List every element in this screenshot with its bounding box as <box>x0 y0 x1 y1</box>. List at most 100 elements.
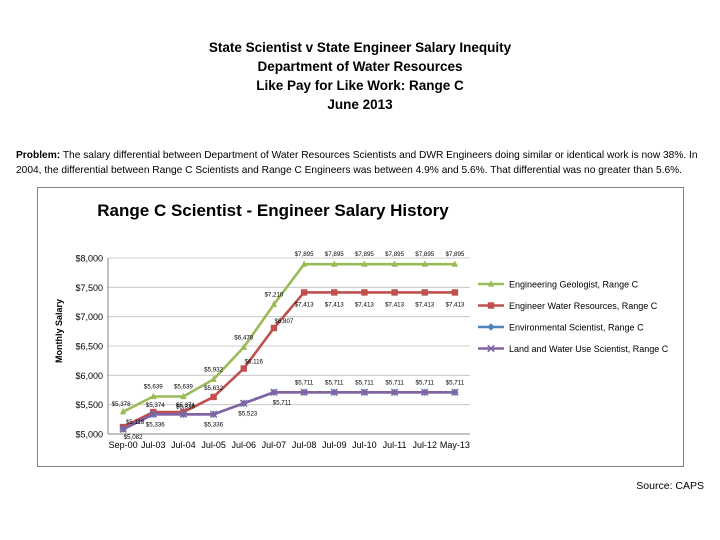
data-label: $5,932 <box>204 366 223 373</box>
data-label: $5,711 <box>446 379 465 386</box>
data-point <box>360 388 369 397</box>
x-tick-label: Jul-10 <box>352 440 377 450</box>
legend-marker <box>487 323 495 331</box>
x-tick-label: Jul-08 <box>292 440 317 450</box>
data-label: $5,374 <box>176 402 195 409</box>
data-label: $7,210 <box>264 291 283 298</box>
data-point <box>300 260 308 267</box>
data-label: $7,413 <box>385 301 404 308</box>
marker-stroke <box>209 410 218 419</box>
salary-chart: Range C Scientist - Engineer Salary Hist… <box>54 201 669 450</box>
data-point <box>180 392 187 400</box>
data-label: $7,895 <box>445 251 464 258</box>
legend-entry: Environmental Scientist, Range C <box>478 323 644 333</box>
data-label: $5,118 <box>126 419 145 426</box>
series-line <box>122 291 455 429</box>
data-point <box>270 300 278 307</box>
data-point <box>330 388 339 397</box>
problem-statement: Problem: The salary differential between… <box>16 148 706 178</box>
legend-marker <box>487 280 495 287</box>
chart-frame: Range C Scientist - Engineer Salary Hist… <box>37 187 684 467</box>
legend-entry: Engineer Water Resources, Range C <box>478 301 658 311</box>
data-label: $6,478 <box>234 334 253 341</box>
data-label: $5,378 <box>112 401 131 408</box>
x-tick-label: Sep-00 <box>109 440 138 450</box>
series-line <box>122 390 455 431</box>
legend-entry: Land and Water Use Scientist, Range C <box>478 344 669 354</box>
data-label: $5,639 <box>174 384 193 391</box>
header-date: June 2013 <box>327 97 393 112</box>
data-point <box>210 393 217 401</box>
data-label: $5,336 <box>146 421 165 428</box>
data-label: $6,807 <box>274 318 293 325</box>
data-point <box>270 324 278 332</box>
x-tick-label: Jul-12 <box>412 440 437 450</box>
y-tick-label: $6,000 <box>75 371 103 381</box>
data-label: $6,116 <box>245 359 264 366</box>
page-header: State Scientist v State Engineer Salary … <box>0 38 720 114</box>
data-point <box>361 260 368 267</box>
header-department: Department of Water Resources <box>257 59 463 74</box>
data-point <box>119 425 127 433</box>
data-point <box>451 388 459 397</box>
data-label: $5,711 <box>355 379 374 386</box>
legend-entry: Engineering Geologist, Range C <box>478 280 639 290</box>
data-point <box>421 289 428 296</box>
data-point <box>421 260 428 267</box>
data-label: $7,895 <box>355 251 374 258</box>
x-tick-label: Jul-03 <box>141 440 166 450</box>
data-label: $7,413 <box>415 301 434 308</box>
problem-text: The salary differential between Departme… <box>16 150 698 176</box>
chart-title: Range C Scientist - Engineer Salary Hist… <box>97 201 449 220</box>
data-label: $5,374 <box>146 402 165 409</box>
x-tick-label: Jul-09 <box>322 440 347 450</box>
x-tick-label: May-13 <box>440 440 470 450</box>
data-point <box>239 399 248 408</box>
data-point <box>179 410 188 419</box>
marker-stroke <box>487 344 495 353</box>
data-point <box>270 388 278 397</box>
legend-label: Engineering Geologist, Range C <box>509 280 639 290</box>
y-tick-label: $8,000 <box>75 254 103 264</box>
data-label: $7,895 <box>385 251 404 258</box>
data-point <box>150 392 157 400</box>
data-point <box>390 388 399 397</box>
marker-stroke <box>239 399 248 408</box>
data-point <box>361 289 368 296</box>
data-label: $5,711 <box>295 379 314 386</box>
data-label: $7,413 <box>445 301 464 308</box>
legend-marker <box>487 344 495 353</box>
data-label: $5,336 <box>176 403 195 410</box>
data-point <box>420 388 429 397</box>
data-point <box>331 289 338 296</box>
data-point <box>451 260 459 267</box>
data-point <box>300 388 308 397</box>
data-label: $5,632 <box>204 385 223 392</box>
data-label: $5,082 <box>124 434 143 441</box>
y-axis-label: Monthly Salary <box>54 299 64 363</box>
data-label: $5,336 <box>204 421 223 428</box>
x-tick-label: Jul-04 <box>171 440 196 450</box>
x-tick-label: Jul-11 <box>383 440 407 450</box>
data-label: $7,895 <box>295 251 314 258</box>
marker-stroke <box>420 388 429 397</box>
data-label: $5,711 <box>416 379 435 386</box>
legend-label: Environmental Scientist, Range C <box>509 323 644 333</box>
marker-stroke <box>270 388 278 397</box>
x-tick-label: Jul-05 <box>201 440 226 450</box>
data-label: $5,711 <box>385 379 404 386</box>
data-point <box>300 289 308 296</box>
data-point <box>240 365 247 372</box>
data-point <box>119 408 127 415</box>
data-point <box>149 410 158 419</box>
data-label: $7,413 <box>325 301 344 308</box>
y-tick-label: $7,000 <box>75 312 103 322</box>
marker-stroke <box>300 388 308 397</box>
data-label: $5,639 <box>144 384 163 391</box>
problem-label: Problem: <box>16 150 61 161</box>
data-label: $5,711 <box>273 399 292 406</box>
y-tick-label: $6,500 <box>75 342 103 352</box>
marker-stroke <box>390 388 399 397</box>
data-label: $7,895 <box>325 251 344 258</box>
data-label: $5,711 <box>325 379 344 386</box>
